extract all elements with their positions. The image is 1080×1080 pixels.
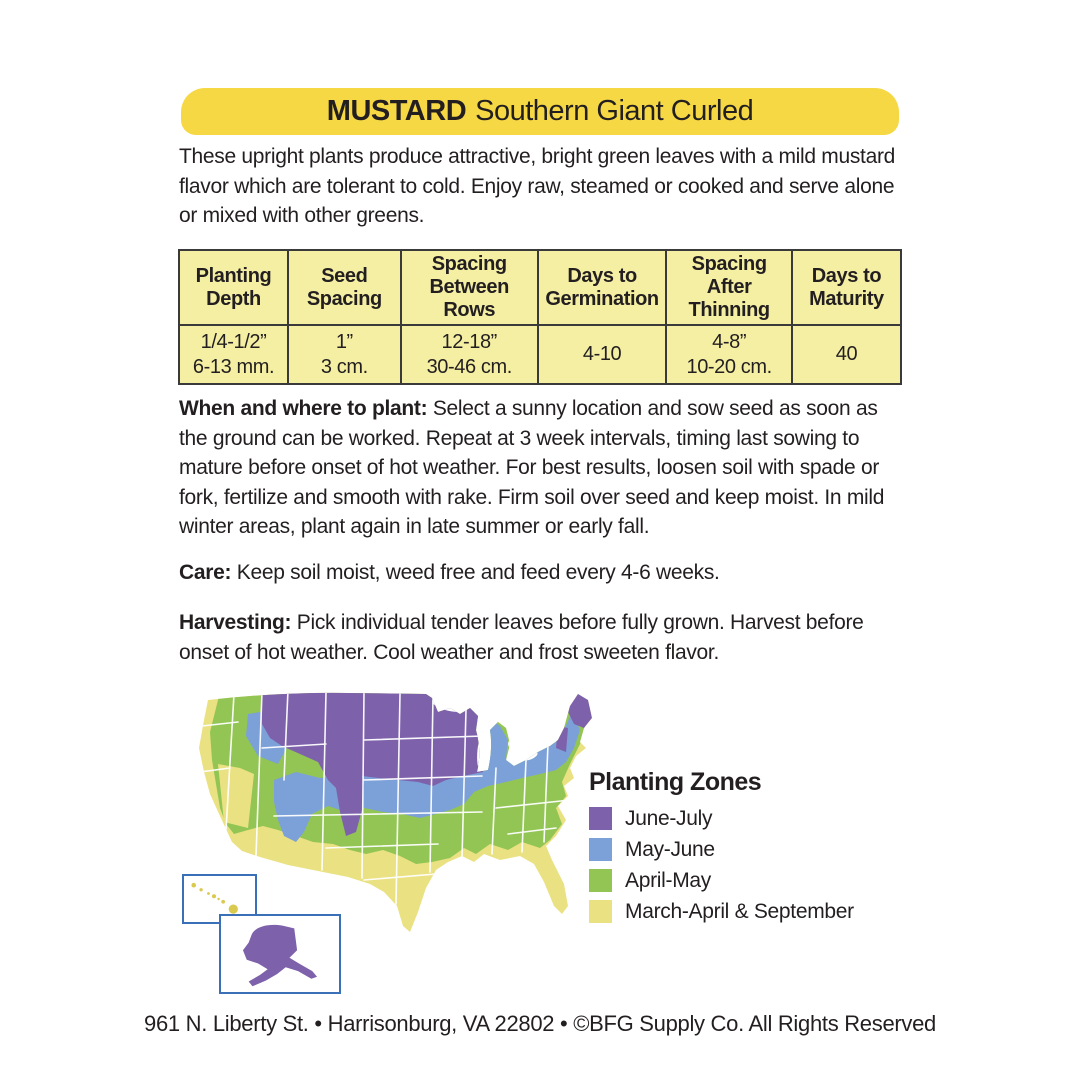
care-label: Care: (179, 561, 232, 584)
value-planting-depth: 1/4-1/2” 6-13 mm. (177, 324, 290, 385)
swatch-may-june (589, 838, 612, 861)
state-borders (199, 692, 571, 905)
value-spacing-between-rows: 12-18” 30-46 cm. (399, 324, 539, 385)
value-seed-spacing: 1” 3 cm. (287, 324, 402, 385)
when-where-paragraph: When and where to plant: Select a sunny … (179, 397, 885, 538)
us-planting-zones-map (199, 692, 592, 932)
col-header-spacing-after-thinning: Spacing After Thinning (665, 249, 793, 326)
title-banner: MUSTARD Southern Giant Curled (181, 88, 899, 135)
col-header-planting-depth: Planting Depth (177, 249, 290, 326)
swatch-june-july (589, 807, 612, 830)
description-paragraph: These upright plants produce attractive,… (179, 145, 896, 227)
variety-name: MUSTARD (326, 95, 467, 127)
legend-item-june-july: June-July (589, 807, 854, 830)
care-paragraph: Care: Keep soil moist, weed free and fee… (179, 561, 720, 584)
legend-item-may-june: May-June (589, 838, 854, 861)
table-value-row: 1/4-1/2” 6-13 mm. 1” 3 cm. 12-18” 30-46 cm.… (177, 324, 903, 385)
legend-item-april-may: April-May (589, 869, 854, 892)
col-header-seed-spacing: Seed Spacing (287, 249, 402, 326)
when-where-label: When and where to plant: (179, 397, 428, 420)
alaska-shape (242, 924, 318, 987)
col-header-spacing-between-rows: Spacing Between Rows (399, 249, 539, 326)
swatch-april-may (589, 869, 612, 892)
col-header-days-to-germination: Days to Germination (536, 249, 668, 326)
swatch-march-april-september (589, 900, 612, 923)
footer-address: 961 N. Liberty St. • Harrisonburg, VA 22… (144, 1011, 936, 1036)
variety-subname: Southern Giant Curled (475, 95, 754, 127)
legend-title: Planting Zones (589, 768, 762, 796)
planting-zones-legend: Planting Zones June-July May-June April-… (589, 768, 854, 931)
planting-info-table: Planting Depth Seed Spacing Spacing Between… (177, 249, 903, 385)
zone-june-july-band (262, 692, 483, 836)
table-header-row: Planting Depth Seed Spacing Spacing Between… (177, 249, 903, 326)
value-days-to-germination: 4-10 (536, 324, 668, 385)
harvesting-label: Harvesting: (179, 611, 292, 634)
map-inset-alaska (219, 914, 341, 994)
value-spacing-after-thinning: 4-8” 10-20 cm. (665, 324, 793, 385)
zone-june-july-vermont (556, 726, 568, 752)
harvesting-paragraph: Harvesting: Pick individual tender leave… (179, 611, 864, 664)
col-header-days-to-maturity: Days to Maturity (790, 249, 903, 326)
legend-item-march-april-september: March-April & September (589, 900, 854, 923)
hawaii-islands (191, 882, 238, 914)
value-days-to-maturity: 40 (790, 324, 903, 385)
